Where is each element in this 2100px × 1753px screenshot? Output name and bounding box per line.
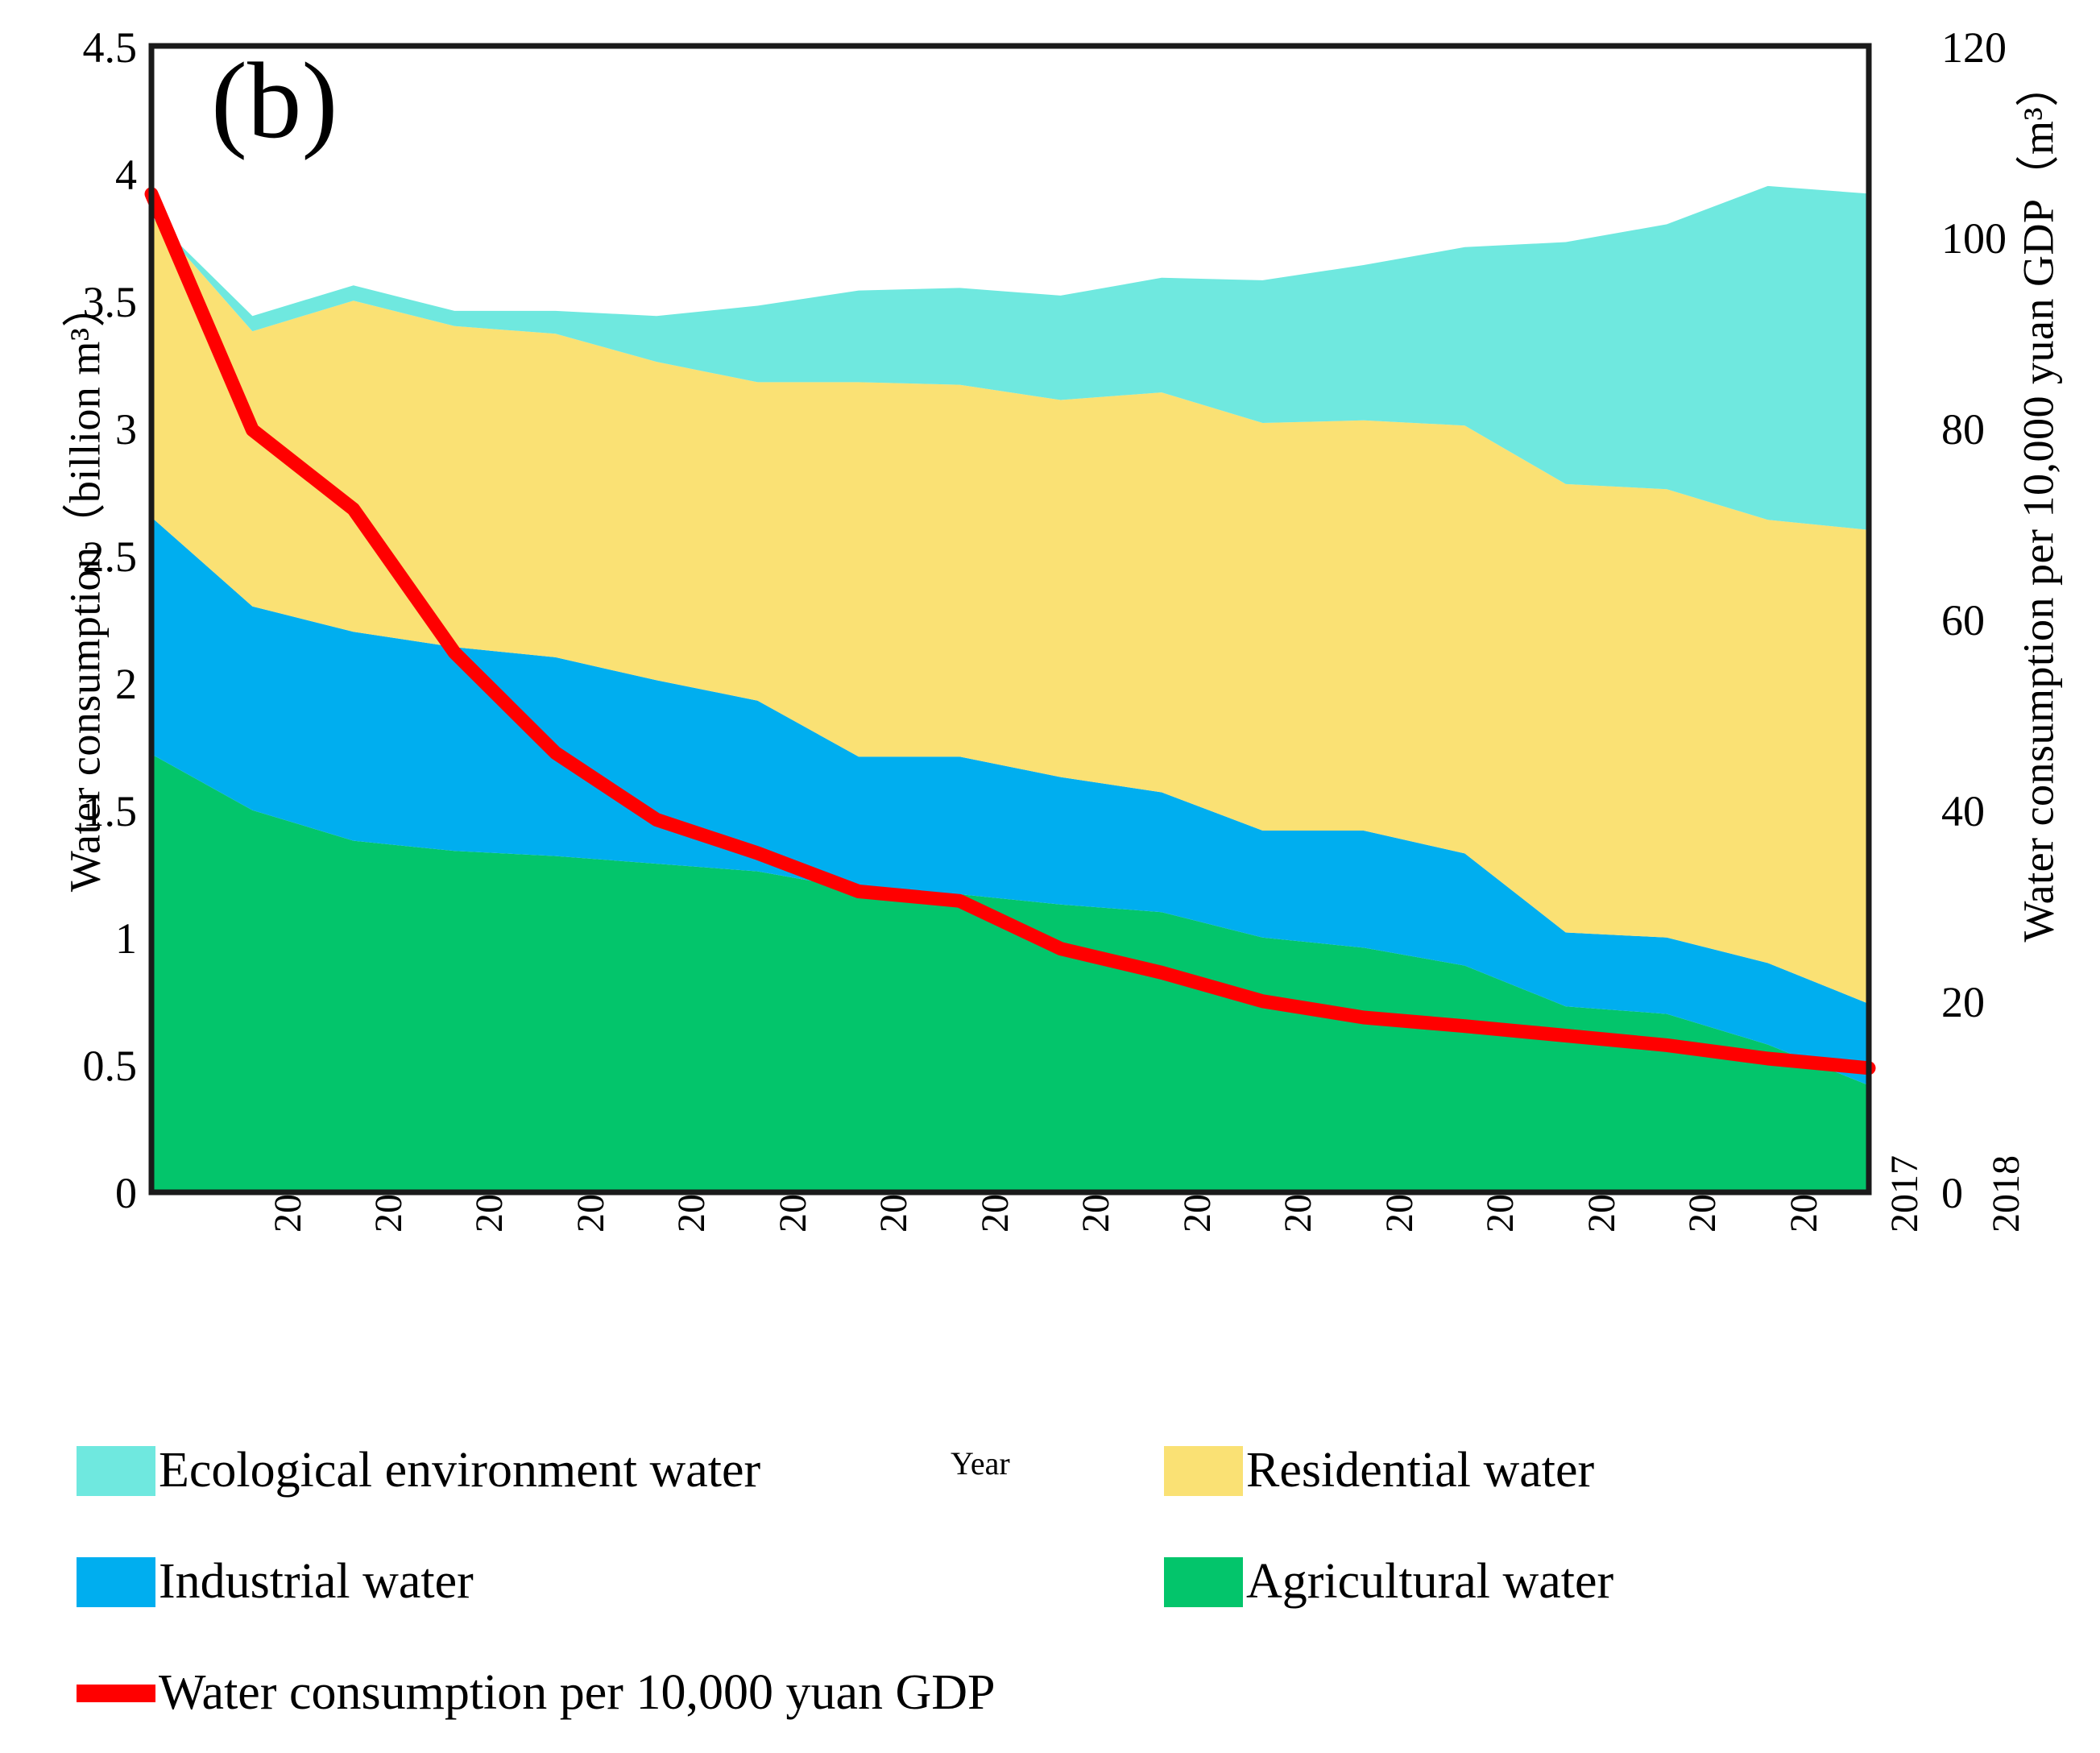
legend-row-1: Ecological environment water Residential… [77, 1442, 1970, 1531]
y-tick-left-5: 2.5 [82, 533, 138, 581]
area-agricultural-water [151, 754, 1869, 1192]
area-ecological-environment-water [151, 185, 1869, 530]
legend-swatch-gdp-line [77, 1684, 155, 1702]
y-tick-right-6: 120 [1941, 23, 2007, 72]
legend-row-2: Industrial water Agricultural water [77, 1553, 1970, 1642]
y-tick-right-4: 80 [1941, 405, 1985, 454]
y-tick-left-2: 1 [115, 914, 137, 963]
y-tick-left-6: 3 [115, 405, 137, 454]
legend-item-industrial[interactable]: Industrial water [77, 1553, 474, 1610]
y-tick-left-7: 3.5 [82, 278, 138, 326]
legend-label-gdp-line: Water consumption per 10,000 yuan GDP [159, 1665, 996, 1720]
legend-row-3: Water consumption per 10,000 yuan GDP [77, 1664, 1970, 1753]
x-axis-title: Year [951, 1445, 1010, 1482]
y-tick-left-3: 1.5 [82, 787, 138, 835]
y-tick-left-4: 2 [115, 660, 137, 708]
y-tick-right-1: 20 [1941, 978, 1985, 1026]
gdp-line-series [144, 187, 1876, 1075]
legend-label-ecological: Ecological environment water [159, 1443, 761, 1498]
plot-frame [148, 43, 1872, 1196]
panel-label: (b) [211, 41, 338, 161]
y-tick-right-3: 60 [1941, 596, 1985, 644]
legend-label-residential: Residential water [1246, 1443, 1595, 1498]
legend-label-industrial: Industrial water [159, 1554, 474, 1609]
legend-swatch-residential [1164, 1445, 1243, 1496]
y-tick-right-2: 40 [1941, 787, 1985, 835]
legend-item-agricultural[interactable]: Agricultural water [1164, 1553, 1613, 1610]
chart-legend: Ecological environment water Residential… [77, 1442, 1970, 1753]
y-tick-left-0: 0 [115, 1169, 137, 1217]
legend-label-agricultural: Agricultural water [1246, 1554, 1614, 1609]
legend-item-residential[interactable]: Residential water [1164, 1442, 1594, 1499]
legend-swatch-agricultural [1164, 1556, 1243, 1607]
y-tick-left-9: 4.5 [82, 23, 138, 72]
legend-item-gdp-line[interactable]: Water consumption per 10,000 yuan GDP [77, 1664, 996, 1722]
area-industrial-water [151, 517, 1869, 1086]
stacked-areas [151, 185, 1869, 1192]
legend-swatch-industrial [77, 1556, 155, 1607]
y-tick-right-0: 0 [1941, 1169, 1963, 1217]
area-residential-water [151, 216, 1869, 1004]
legend-swatch-ecological [77, 1445, 155, 1496]
legend-item-ecological[interactable]: Ecological environment water [77, 1442, 760, 1499]
y-tick-left-1: 0.5 [82, 1042, 138, 1090]
y-tick-right-5: 100 [1941, 214, 2007, 263]
y-tick-left-8: 4 [115, 151, 137, 199]
